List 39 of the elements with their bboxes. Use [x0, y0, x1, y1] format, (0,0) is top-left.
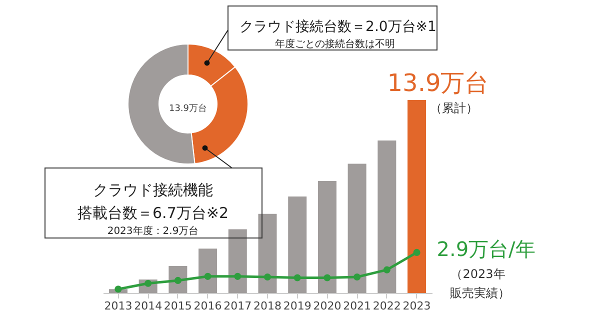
- x-tick-label: 2018: [254, 300, 282, 312]
- point: [383, 266, 390, 274]
- point: [413, 248, 420, 256]
- bar: [288, 196, 307, 293]
- x-tick-label: 2020: [313, 300, 342, 312]
- x-tick-label: 2013: [104, 300, 132, 312]
- x-tick-label: 2019: [283, 300, 312, 312]
- x-tick-label: 2021: [343, 300, 372, 312]
- point: [264, 273, 272, 281]
- point: [114, 286, 122, 293]
- x-tick-label: 2017: [224, 300, 252, 312]
- x-tick-label: 2015: [164, 300, 192, 312]
- text: クラウド接続台数＝2.0万台※1: [240, 19, 436, 35]
- annotation: クラウド接続機能: [93, 181, 213, 199]
- bar: [318, 181, 336, 293]
- point: [234, 272, 242, 280]
- text: 2.9万台/年: [436, 237, 536, 261]
- annotation: 搭載台数＝6.7万台※2: [78, 204, 228, 222]
- annotation: 2023年度：2.9万台: [107, 225, 199, 237]
- text: 年度ごとの接続台数は不明: [275, 38, 395, 50]
- x-tick-label: 2014: [134, 300, 162, 312]
- point: [204, 272, 212, 280]
- text: （2023年: [450, 267, 506, 281]
- bar: [198, 248, 218, 293]
- text: 13.9万台: [387, 69, 489, 97]
- bar: [228, 229, 247, 293]
- text: 販売実績）: [450, 286, 510, 300]
- point: [354, 273, 361, 281]
- bar: [348, 164, 366, 293]
- annotation: （累計）: [430, 101, 478, 115]
- x-tick-label: 2016: [194, 300, 222, 312]
- point: [294, 274, 301, 282]
- point: [324, 274, 331, 282]
- bar: [378, 140, 396, 293]
- x-tick-label: 2023: [402, 300, 431, 312]
- bar: [258, 214, 277, 293]
- bar: [408, 100, 426, 293]
- annotation: 13.9万台: [168, 103, 208, 114]
- x-tick-label: 2022: [372, 300, 401, 312]
